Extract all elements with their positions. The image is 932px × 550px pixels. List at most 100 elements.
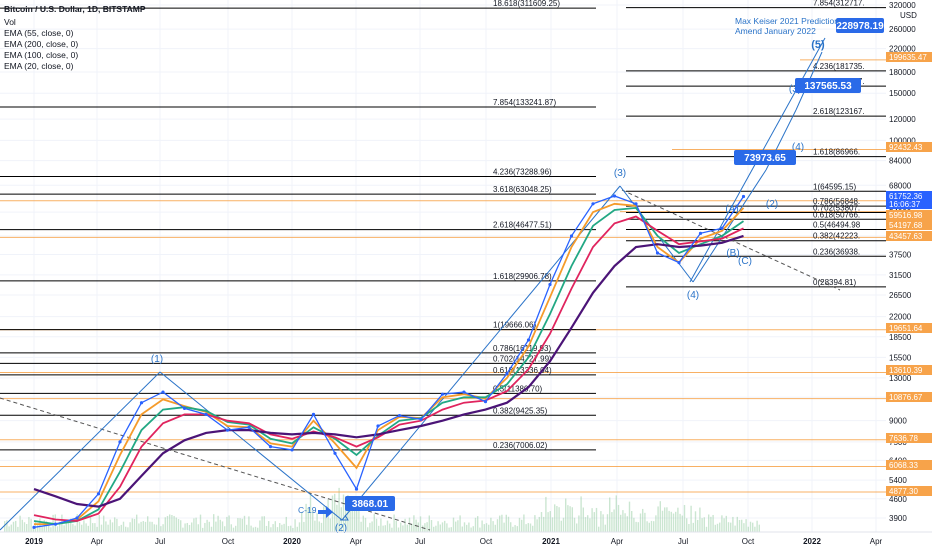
price-point — [32, 525, 36, 529]
volume-bar — [536, 519, 538, 532]
indicator-ema20[interactable]: EMA (20, close, 0) — [4, 61, 74, 71]
volume-bar — [21, 519, 23, 532]
volume-bar — [153, 524, 155, 532]
price-point — [591, 202, 595, 206]
trendline[interactable] — [692, 169, 767, 283]
ema-200-line[interactable] — [33, 234, 744, 508]
price-point — [139, 401, 144, 405]
volume-bar — [461, 526, 463, 532]
volume-bar — [701, 518, 703, 532]
volume-bar — [527, 523, 529, 532]
volume-bar — [235, 525, 237, 532]
trendline[interactable] — [159, 371, 343, 521]
volume-bar — [206, 519, 208, 532]
price-tag[interactable] — [886, 433, 932, 443]
volume-bar — [309, 493, 312, 532]
volume-bar — [609, 497, 611, 532]
trendline[interactable] — [0, 371, 161, 531]
volume-bar — [237, 518, 239, 532]
volume-bar — [518, 517, 521, 532]
volume-bar — [59, 521, 61, 532]
volume-bar — [512, 526, 514, 532]
volume-bar — [360, 521, 362, 532]
y-tick-label: 84000 — [889, 157, 912, 166]
price-tag[interactable] — [886, 210, 932, 220]
price-callout[interactable] — [795, 78, 861, 93]
volume-bar — [677, 507, 679, 532]
volume-bar — [283, 523, 285, 532]
volume-bar — [217, 515, 219, 532]
price-axis[interactable]: 320000 260000 220000 180000 150000 120000 1000… — [886, 0, 932, 532]
volume-bars — [4, 487, 760, 532]
volume-bar — [510, 522, 512, 532]
volume-bar — [243, 515, 246, 532]
price-tag[interactable] — [886, 392, 932, 402]
volume-bar — [639, 513, 642, 532]
volume-bar — [752, 522, 754, 532]
volume-bar — [356, 500, 358, 532]
x-tick-label: 2019 — [25, 537, 43, 546]
volume-bar — [653, 521, 655, 532]
ema-100-line[interactable] — [33, 215, 744, 522]
volume-bar — [637, 522, 639, 532]
volume-bar — [615, 495, 617, 532]
volume-bar — [230, 524, 232, 532]
volume-bar — [600, 511, 602, 532]
ema-55-line[interactable] — [33, 206, 745, 526]
price-tag[interactable] — [886, 199, 932, 209]
volume-bar — [50, 527, 52, 532]
indicator-ema200[interactable]: EMA (200, close, 0) — [4, 39, 79, 49]
volume-bar — [422, 525, 424, 532]
price-point — [655, 251, 660, 255]
price-tag[interactable] — [886, 220, 932, 230]
volume-bar — [727, 522, 730, 532]
volume-bar — [32, 526, 34, 532]
volume-bar — [177, 519, 180, 532]
indicator-ema100[interactable]: EMA (100, close, 0) — [4, 50, 79, 60]
volume-bar — [116, 518, 118, 532]
chart-title: Bitcoin / U.S. Dollar, 1D, BITSTAMP — [4, 4, 146, 14]
price-tag[interactable] — [886, 486, 932, 496]
price-point — [311, 412, 316, 416]
y-tick-label: 100000 — [889, 136, 916, 145]
trendline[interactable] — [341, 185, 621, 521]
price-tag[interactable] — [886, 231, 932, 241]
price-callout[interactable] — [836, 18, 884, 33]
price-point — [419, 417, 423, 421]
volume-bar — [699, 507, 701, 532]
volume-bar — [100, 524, 103, 532]
price-tag[interactable] — [886, 365, 932, 375]
volume-bar — [749, 521, 752, 532]
volume-bar — [514, 525, 516, 532]
volume-bar — [28, 517, 30, 532]
price-tag[interactable] — [886, 323, 932, 333]
price-callout[interactable] — [345, 496, 395, 511]
price-tag[interactable] — [886, 191, 932, 201]
volume-bar — [140, 521, 142, 532]
price-tag[interactable] — [886, 142, 932, 152]
price-line[interactable] — [33, 195, 745, 528]
volume-bar — [694, 511, 697, 532]
indicator-vol[interactable]: Vol — [4, 17, 16, 27]
volume-bar — [63, 525, 65, 532]
time-axis[interactable]: 2019 Apr Jul Oct 2020 Apr Jul Oct 2021 Apr Jul Oct 2… — [0, 531, 932, 546]
volume-bar — [19, 515, 21, 532]
volume-bar — [171, 515, 173, 532]
volume-bar — [331, 495, 334, 532]
prediction-note-2: Amend January 2022 — [735, 26, 816, 36]
price-callout[interactable] — [734, 150, 796, 165]
volume-bar — [747, 526, 749, 532]
price-tag[interactable] — [886, 52, 932, 62]
volume-bar — [373, 514, 375, 532]
price-point — [462, 390, 466, 394]
volume-bar — [105, 521, 107, 532]
price-tag[interactable] — [886, 460, 932, 470]
volume-bar — [626, 516, 628, 532]
fib-level-label: 1.618(29906.78) — [493, 272, 552, 281]
volume-bar — [323, 506, 325, 532]
volume-bar — [598, 526, 600, 532]
indicator-ema55[interactable]: EMA (55, close, 0) — [4, 28, 74, 38]
volume-bar — [78, 521, 81, 532]
ema-20-line[interactable] — [34, 202, 745, 525]
